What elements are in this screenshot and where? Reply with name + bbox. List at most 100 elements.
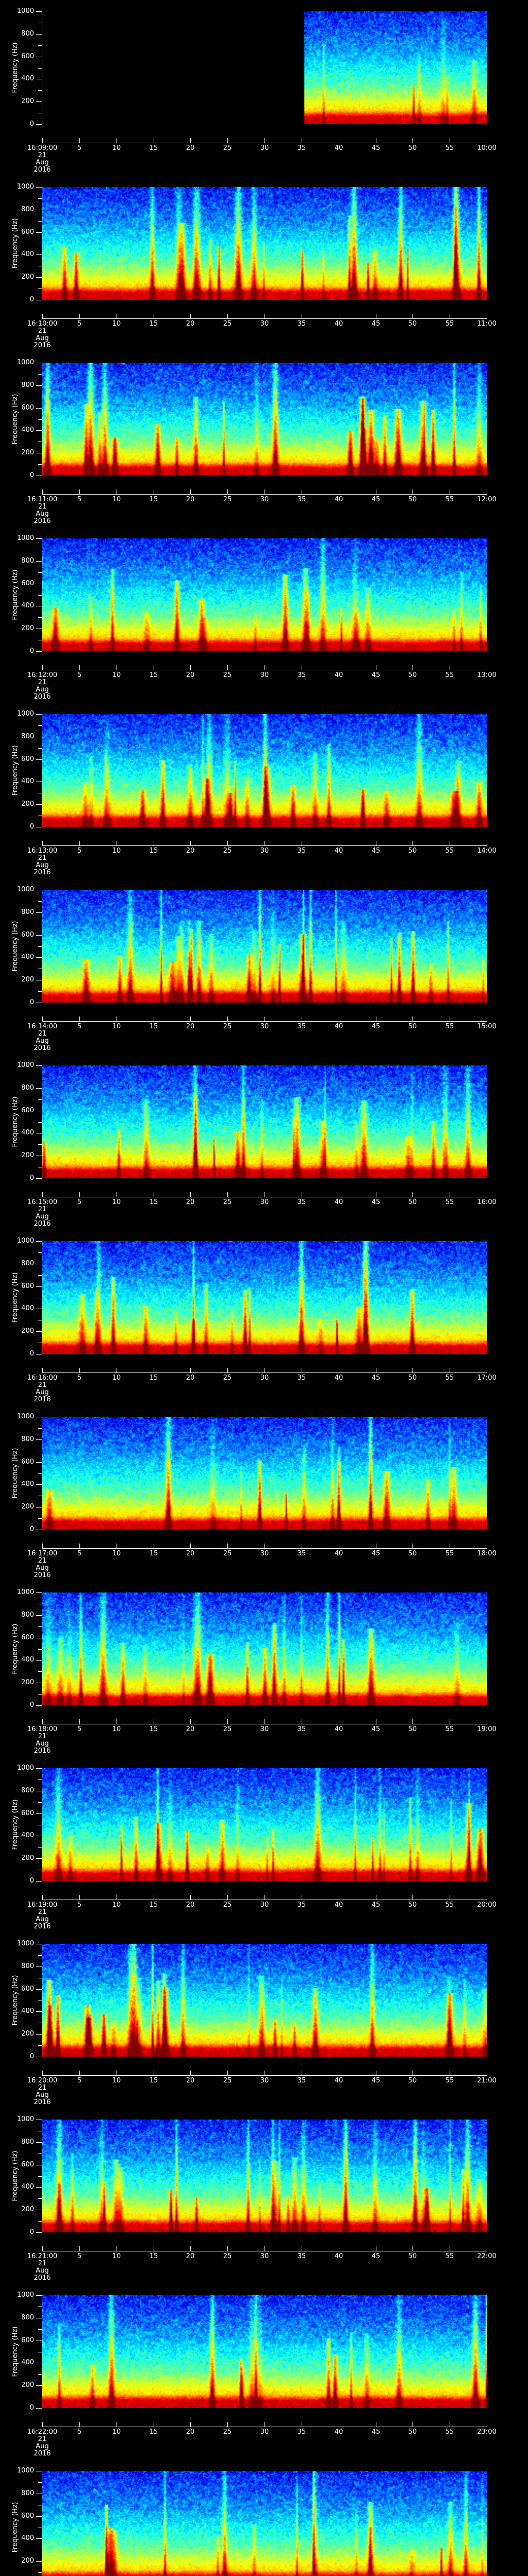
y-axis-label: 800 <box>21 2138 34 2146</box>
x-axis-label: 40 <box>334 1374 343 1382</box>
spectrogram-panel: 1000 800 600 400 200 0 Frequency (Hz) 16:16:00 5… <box>0 1230 528 1405</box>
x-axis-label: 16:21:00 <box>27 2252 58 2260</box>
y-axis-label: 200 <box>21 1151 34 1159</box>
y-axis-label: 0 <box>29 120 34 128</box>
x-axis-label: 5 <box>77 320 82 328</box>
x-axis-tick <box>412 1016 413 1022</box>
x-axis-label: 45 <box>371 847 381 855</box>
y-axis-tick <box>36 2538 42 2539</box>
y-axis-label: 200 <box>21 2557 34 2565</box>
y-axis-label: 0 <box>29 2404 34 2412</box>
y-axis-label: 400 <box>21 777 34 785</box>
y-axis-label: 600 <box>21 228 34 236</box>
y-axis-tick <box>36 1178 42 1179</box>
y-axis-label: 1000 <box>16 2467 34 2475</box>
x-axis-tick <box>412 2071 413 2076</box>
x-axis-date-label: 21 Aug 2016 <box>34 679 51 701</box>
x-axis-label: 5 <box>77 2252 82 2260</box>
x-axis-label: 15 <box>149 1901 158 1909</box>
date-line: 21 <box>38 151 47 159</box>
y-axis-tick <box>36 2516 42 2517</box>
date-line: 2016 <box>34 1923 51 1930</box>
y-axis-tick <box>36 957 42 958</box>
y-axis-tick <box>36 1286 42 1287</box>
spectrogram-image <box>42 1065 487 1178</box>
x-axis-label: 16:00 <box>477 1198 497 1206</box>
x-axis-date-label: 21 Aug 2016 <box>34 1030 51 1052</box>
x-axis-label: 25 <box>223 1901 232 1909</box>
x-axis-tick <box>42 1544 43 1549</box>
y-axis-title: Frequency (Hz) <box>11 1975 19 2026</box>
x-axis-label: 25 <box>223 1550 232 1557</box>
x-axis-label: 30 <box>260 2077 269 2084</box>
x-axis-tick <box>42 2422 43 2427</box>
x-axis-tick <box>79 1368 80 1373</box>
x-axis-tick <box>412 1719 413 1724</box>
y-axis-minor-tick <box>38 1802 42 1803</box>
x-axis-label: 25 <box>223 1023 232 1030</box>
x-axis-label: 30 <box>260 2428 269 2436</box>
x-axis-tick <box>190 489 191 495</box>
x-axis-tick <box>79 1719 80 1724</box>
y-axis-minor-tick <box>38 1428 42 1429</box>
date-line: 21 <box>38 854 47 862</box>
x-axis-label: 10:00 <box>477 144 497 152</box>
x-axis-tick <box>190 2071 191 2076</box>
y-axis-label: 600 <box>21 1458 34 1466</box>
x-axis-label: 20 <box>186 496 195 503</box>
x-axis-tick <box>412 1544 413 1549</box>
x-axis-date-label: 21 Aug 2016 <box>34 2084 51 2106</box>
y-axis-label: 1000 <box>16 1237 34 1245</box>
y-axis-minor-tick <box>38 1275 42 1276</box>
x-axis-label: 5 <box>77 2077 82 2084</box>
x-axis-label: 5 <box>77 1374 82 1382</box>
spectrogram-image <box>42 2120 487 2232</box>
x-axis-label: 30 <box>260 1198 269 1206</box>
y-axis-minor-tick <box>38 1122 42 1123</box>
x-axis-label: 35 <box>297 2428 306 2436</box>
x-axis-label: 5 <box>77 847 82 855</box>
x-axis-label: 20 <box>186 847 195 855</box>
y-axis-tick <box>36 1065 42 1066</box>
spectrogram-panel: 1000 800 600 400 200 0 Frequency (Hz) 16:19:00 5… <box>0 1757 528 1933</box>
y-axis-label: 200 <box>21 976 34 984</box>
date-line: 2016 <box>34 693 51 701</box>
y-axis-label: 200 <box>21 2206 34 2213</box>
y-axis-label: 800 <box>21 2314 34 2321</box>
spectrogram-image <box>42 890 487 1003</box>
date-line: 21 <box>38 1381 47 1389</box>
x-axis-tick <box>42 2071 43 2076</box>
y-axis-label: 600 <box>21 1282 34 1290</box>
y-axis-label: 400 <box>21 2359 34 2366</box>
y-axis-title: Frequency (Hz) <box>11 2502 19 2553</box>
y-axis-minor-tick <box>38 1473 42 1474</box>
y-axis-minor-tick <box>38 90 42 91</box>
y-axis-tick <box>36 2011 42 2012</box>
x-axis-label: 15 <box>149 1198 158 1206</box>
date-line: Aug <box>36 1388 49 1396</box>
y-axis-tick <box>36 2187 42 2188</box>
x-axis-tick <box>227 665 228 670</box>
x-axis-tick <box>79 1544 80 1549</box>
x-axis-label: 20 <box>186 1023 195 1030</box>
y-axis-label: 600 <box>21 1985 34 1993</box>
x-axis-tick <box>190 841 191 846</box>
y-axis-label: 0 <box>29 471 34 479</box>
y-axis-minor-tick <box>38 1649 42 1650</box>
x-axis-label: 20 <box>186 1901 195 1909</box>
y-axis-label: 200 <box>21 97 34 105</box>
y-axis-tick <box>36 2408 42 2409</box>
y-axis-label: 800 <box>21 1084 34 1092</box>
y-axis-minor-tick <box>38 617 42 618</box>
y-axis-minor-tick <box>38 1099 42 1100</box>
y-axis-tick <box>36 124 42 125</box>
spectrogram-plot <box>42 187 487 300</box>
y-axis-minor-tick <box>38 1955 42 1956</box>
y-axis-tick <box>36 2561 42 2562</box>
y-axis-tick <box>36 1484 42 1485</box>
x-axis-tick <box>190 1192 191 1197</box>
y-axis-tick <box>36 2295 42 2296</box>
x-axis-label: 45 <box>371 1901 381 1909</box>
y-axis-tick <box>36 538 42 539</box>
y-axis-minor-tick <box>38 2329 42 2330</box>
